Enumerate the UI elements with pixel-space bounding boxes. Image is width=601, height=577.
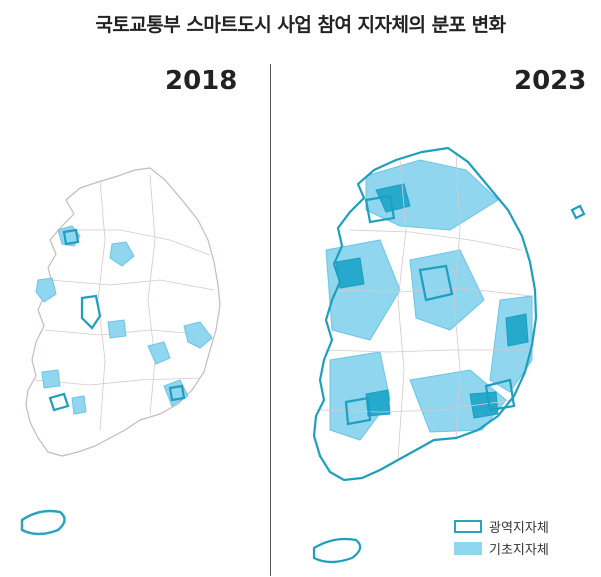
region-2018-g bbox=[41, 369, 61, 389]
region-2023-sw bbox=[329, 351, 391, 441]
korea-mainland-2018 bbox=[25, 167, 221, 457]
dense-2023-a bbox=[375, 183, 411, 213]
region-2018-e bbox=[147, 341, 171, 365]
metro-2018-d bbox=[168, 384, 186, 402]
region-2023-center bbox=[409, 249, 485, 331]
map-2018 bbox=[20, 167, 221, 536]
panel-divider bbox=[270, 64, 271, 576]
dense-2023-e bbox=[365, 389, 391, 417]
jeju-outline-2018 bbox=[20, 509, 66, 536]
map-2023 bbox=[312, 146, 586, 564]
region-2018-c bbox=[35, 277, 57, 303]
metro-2023-c bbox=[344, 396, 372, 426]
dense-2023-c bbox=[505, 313, 529, 347]
metro-2018-a bbox=[62, 228, 80, 246]
metro-2023-mainland-outline bbox=[312, 146, 538, 482]
figure-title: 국토교통부 스마트도시 사업 참여 지자체의 분포 변화 bbox=[95, 14, 506, 36]
legend-label-metro: 광역지자체 bbox=[489, 520, 549, 536]
ulleung-2023 bbox=[570, 204, 586, 220]
metro-2018-c bbox=[48, 392, 70, 412]
region-2018-i bbox=[71, 395, 87, 415]
legend-swatch-metro bbox=[454, 519, 482, 533]
region-2018-b bbox=[109, 241, 135, 267]
region-2018-f bbox=[183, 321, 213, 349]
metro-2018-b bbox=[80, 294, 102, 330]
metro-2023-b bbox=[418, 264, 454, 302]
year-label-2023: 2023 bbox=[514, 66, 587, 96]
region-2023-north bbox=[365, 159, 499, 231]
legend-swatch-basic bbox=[454, 541, 482, 555]
year-label-2018: 2018 bbox=[165, 66, 238, 96]
map-legend: 광역지자체 기초지자체 bbox=[454, 515, 549, 559]
metro-2023-d bbox=[484, 378, 516, 412]
jeju-outline-2023 bbox=[312, 537, 362, 564]
legend-item-metro: 광역지자체 bbox=[454, 515, 549, 537]
legend-label-basic: 기초지자체 bbox=[489, 542, 549, 558]
legend-item-basic: 기초지자체 bbox=[454, 537, 549, 559]
region-2018-d bbox=[107, 319, 127, 339]
metro-2023-a bbox=[364, 194, 396, 224]
